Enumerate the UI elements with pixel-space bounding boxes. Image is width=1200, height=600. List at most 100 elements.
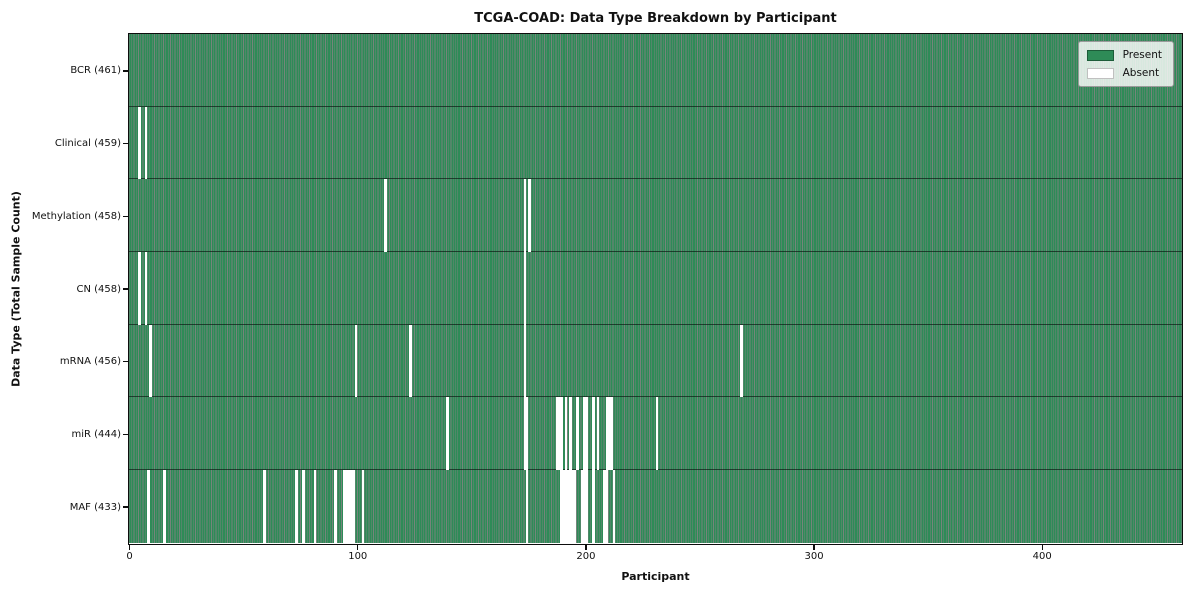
absent-stripe-mir-205 bbox=[596, 397, 600, 471]
absent-stripe-mir-187 bbox=[555, 397, 559, 471]
legend-swatch-absent-icon bbox=[1086, 67, 1114, 79]
absent-stripe-maf-73 bbox=[295, 470, 298, 543]
y-tick-mark-bcr bbox=[123, 70, 128, 72]
x-tick-label-400: 400 bbox=[1032, 551, 1052, 562]
absent-stripe-mir-200 bbox=[585, 397, 588, 471]
row-cn bbox=[129, 252, 1182, 325]
legend: Present Absent bbox=[1077, 41, 1174, 87]
absent-stripe-mir-173 bbox=[523, 397, 527, 471]
absent-stripe-maf-194 bbox=[571, 470, 575, 543]
absent-stripe-maf-200 bbox=[585, 470, 588, 543]
absent-stripe-clinical-7 bbox=[144, 106, 148, 180]
absent-stripe-maf-195 bbox=[573, 470, 577, 543]
absent-stripe-mir-174 bbox=[525, 397, 529, 471]
absent-stripe-mrna-123 bbox=[409, 324, 413, 398]
legend-label-absent: Absent bbox=[1122, 67, 1160, 79]
absent-stripe-mir-211 bbox=[610, 397, 613, 471]
plot-area: Present Absent bbox=[128, 33, 1183, 545]
y-tick-mark-clinical bbox=[123, 143, 128, 145]
absent-stripe-maf-198 bbox=[580, 470, 584, 543]
absent-stripe-methylation-112 bbox=[384, 179, 387, 253]
x-tick-mark-100 bbox=[357, 545, 359, 550]
absent-stripe-mir-196 bbox=[576, 397, 579, 471]
chart-title: TCGA-COAD: Data Type Breakdown by Partic… bbox=[474, 11, 837, 26]
legend-item-present: Present bbox=[1086, 49, 1162, 61]
y-tick-mark-cn bbox=[123, 288, 128, 290]
absent-stripe-maf-102 bbox=[361, 470, 365, 543]
absent-stripe-maf-174 bbox=[525, 470, 529, 543]
absent-stripe-mrna-99 bbox=[354, 324, 358, 398]
y-tick-label-cn: CN (458) bbox=[76, 283, 121, 295]
y-tick-label-mir: miR (444) bbox=[71, 428, 121, 440]
absent-stripe-methylation-173 bbox=[523, 179, 527, 253]
absent-stripe-mrna-173 bbox=[523, 324, 527, 398]
absent-stripe-maf-209 bbox=[605, 470, 609, 543]
absent-stripe-maf-59 bbox=[263, 470, 267, 543]
x-tick-label-100: 100 bbox=[348, 551, 368, 562]
legend-label-present: Present bbox=[1122, 49, 1162, 61]
x-tick-mark-200 bbox=[585, 545, 587, 550]
absent-stripe-mir-139 bbox=[445, 397, 449, 471]
absent-stripe-maf-192 bbox=[566, 470, 570, 543]
absent-stripe-cn-7 bbox=[144, 252, 148, 325]
y-tick-mark-maf bbox=[123, 506, 128, 508]
x-tick-label-300: 300 bbox=[804, 551, 824, 562]
x-tick-label-200: 200 bbox=[576, 551, 596, 562]
absent-stripe-maf-76 bbox=[302, 470, 305, 543]
absent-stripe-mir-189 bbox=[560, 397, 563, 471]
legend-swatch-present-icon bbox=[1086, 49, 1114, 61]
absent-stripe-maf-90 bbox=[334, 470, 337, 543]
absent-stripe-maf-81 bbox=[313, 470, 317, 543]
absent-stripe-mir-191 bbox=[564, 397, 568, 471]
absent-stripe-maf-94 bbox=[343, 470, 346, 543]
absent-stripe-mir-210 bbox=[607, 397, 611, 471]
absent-stripe-maf-203 bbox=[592, 470, 595, 543]
y-tick-mark-mir bbox=[123, 433, 128, 436]
absent-stripe-maf-199 bbox=[582, 470, 586, 543]
x-tick-mark-0 bbox=[129, 545, 131, 550]
legend-item-absent: Absent bbox=[1086, 67, 1162, 79]
absent-stripe-maf-96 bbox=[347, 470, 351, 543]
row-mir bbox=[129, 397, 1182, 471]
absent-stripe-maf-95 bbox=[345, 470, 349, 543]
row-methylation bbox=[129, 179, 1182, 253]
absent-stripe-mir-231 bbox=[655, 397, 659, 471]
absent-stripe-maf-193 bbox=[569, 470, 572, 543]
absent-stripe-mir-193 bbox=[569, 397, 572, 471]
row-bcr bbox=[129, 34, 1182, 107]
y-tick-label-bcr: BCR (461) bbox=[70, 65, 121, 77]
absent-stripe-mir-188 bbox=[557, 397, 561, 471]
absent-stripe-maf-98 bbox=[352, 470, 356, 543]
absent-stripe-mrna-9 bbox=[149, 324, 152, 398]
y-tick-label-maf: MAF (433) bbox=[69, 501, 121, 513]
absent-stripe-maf-212 bbox=[612, 470, 616, 543]
row-clinical bbox=[129, 106, 1182, 180]
absent-stripe-methylation-175 bbox=[528, 179, 531, 253]
y-tick-mark-mrna bbox=[123, 361, 128, 363]
absent-stripe-maf-189 bbox=[560, 470, 563, 543]
absent-stripe-mrna-268 bbox=[740, 324, 743, 398]
row-mrna bbox=[129, 324, 1182, 398]
absent-stripe-maf-15 bbox=[163, 470, 166, 543]
absent-stripe-maf-8 bbox=[147, 470, 150, 543]
y-tick-label-mrna: mRNA (456) bbox=[59, 356, 121, 368]
x-axis-label: Participant bbox=[621, 570, 690, 583]
y-tick-mark-methylation bbox=[123, 215, 128, 217]
absent-stripe-cn-4 bbox=[137, 252, 141, 325]
absent-stripe-mir-209 bbox=[605, 397, 609, 471]
absent-stripe-maf-208 bbox=[603, 470, 606, 543]
absent-stripe-clinical-4 bbox=[137, 106, 141, 180]
y-tick-label-clinical: Clinical (459) bbox=[54, 138, 121, 150]
absent-stripe-mir-199 bbox=[582, 397, 586, 471]
x-tick-label-0: 0 bbox=[126, 551, 133, 562]
row-maf bbox=[129, 470, 1182, 543]
absent-stripe-cn-173 bbox=[523, 252, 527, 325]
y-tick-label-methylation: Methylation (458) bbox=[31, 210, 121, 222]
x-tick-mark-300 bbox=[813, 545, 815, 550]
absent-stripe-maf-190 bbox=[562, 470, 565, 543]
x-tick-mark-400 bbox=[1041, 545, 1043, 550]
absent-stripe-maf-97 bbox=[350, 470, 353, 543]
absent-stripe-maf-191 bbox=[564, 470, 568, 543]
absent-stripe-mir-203 bbox=[592, 397, 595, 471]
